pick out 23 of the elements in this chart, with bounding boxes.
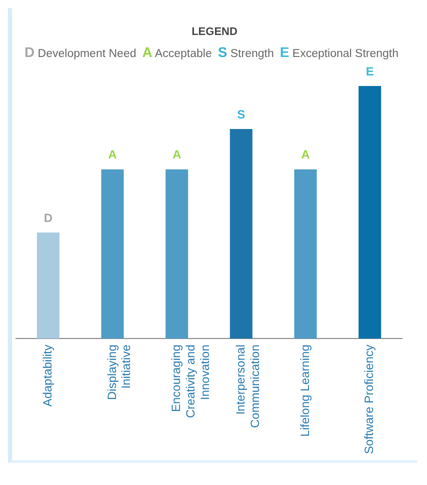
bar: [358, 86, 382, 339]
x-tick-label: Software Proficiency: [362, 344, 376, 454]
bar: [36, 232, 60, 339]
annotation: E: [366, 64, 374, 78]
annotation: A: [172, 148, 182, 162]
x-tick-label: Interpersonal Communication: [233, 344, 262, 428]
x-tick-label: Adaptability: [40, 344, 54, 407]
x-tick-label: Encouraging Creativity and Innovation: [169, 344, 212, 418]
annotation: A: [108, 148, 118, 162]
x-tick-label: Displaying Initiative: [104, 344, 134, 400]
text: D Development Need: [24, 44, 136, 60]
text: LEGEND: [190, 26, 238, 38]
text: S Strength: [218, 44, 274, 60]
bar: [294, 169, 317, 339]
text: E Exceptional Strength: [280, 44, 399, 60]
bar: [166, 169, 188, 339]
text: A Acceptable: [142, 44, 212, 60]
x-tick-label: Lifelong Learning: [298, 344, 312, 437]
bar: [101, 169, 124, 339]
annotation: S: [237, 107, 246, 122]
annotation: D: [44, 210, 53, 225]
bar: [230, 128, 252, 339]
annotation: A: [301, 148, 310, 162]
